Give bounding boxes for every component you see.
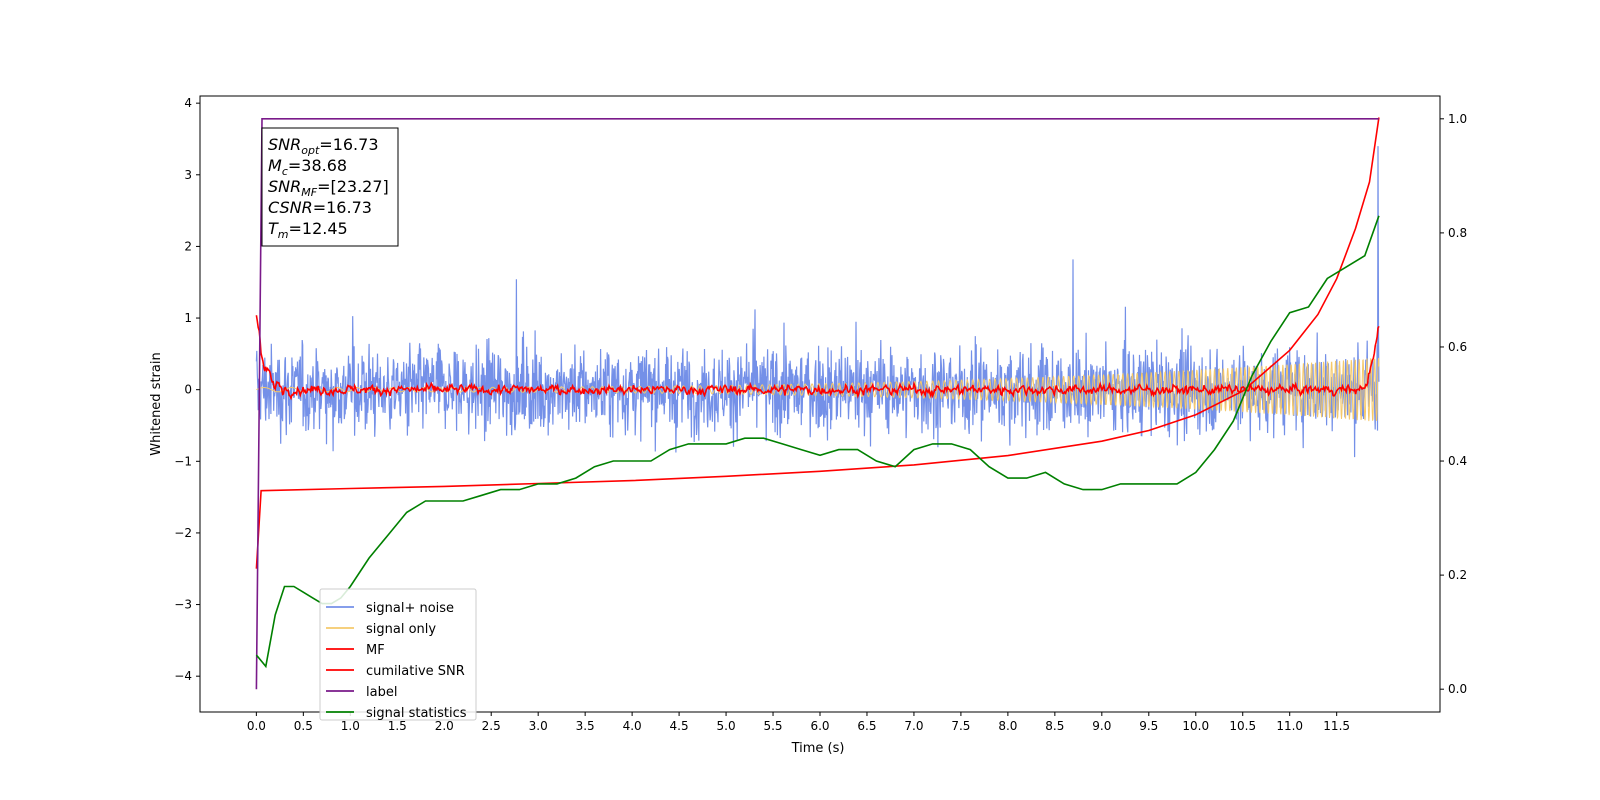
- x-tick-label: 11.0: [1276, 719, 1303, 733]
- legend-entry: MF: [366, 643, 385, 658]
- annotation-line: Mc=38.68: [268, 156, 347, 178]
- x-tick-label: 5.5: [763, 719, 782, 733]
- x-tick-label: 10.5: [1229, 719, 1256, 733]
- x-tick-label: 1.5: [388, 719, 407, 733]
- y2-axis: 1.0 0.8 0.6 0.4 0.2 0.0: [1440, 112, 1467, 696]
- x-tick-label: 3.5: [576, 719, 595, 733]
- x-tick-label: 7.0: [904, 719, 923, 733]
- annotation-subscript: c: [282, 165, 288, 178]
- x-tick-label: 11.5: [1323, 719, 1350, 733]
- x-axis-label: Time (s): [791, 741, 845, 756]
- y2-tick-label: 0.0: [1448, 682, 1467, 696]
- annotation-lines: SNRopt=16.73Mc=38.68SNRMF=[23.27]CSNR=16…: [268, 135, 389, 241]
- x-tick-label: 8.0: [998, 719, 1017, 733]
- y2-tick-label: 0.4: [1448, 454, 1467, 468]
- annotation-line: SNRMF=[23.27]: [268, 177, 389, 199]
- annotation-symbol: CSNR: [268, 198, 313, 217]
- annotation-value: =12.45: [289, 219, 348, 238]
- y-tick-label: 0: [184, 383, 192, 397]
- y-tick-label: −4: [174, 669, 192, 683]
- annotation-subscript: opt: [301, 144, 320, 157]
- annotation-symbol: SNR: [268, 135, 301, 154]
- annotation-value: =16.73: [319, 135, 378, 154]
- series-label: [255, 118, 1379, 690]
- x-tick-label: 6.5: [857, 719, 876, 733]
- x-tick-label: 6.0: [810, 719, 829, 733]
- annotation-symbol: M: [268, 156, 282, 175]
- legend-entry: signal statistics: [366, 706, 467, 721]
- y2-tick-label: 0.6: [1448, 340, 1467, 354]
- y-tick-label: 1: [184, 311, 192, 325]
- y-tick-label: 4: [184, 96, 192, 110]
- x-tick-label: 7.5: [951, 719, 970, 733]
- annotation-value: =[23.27]: [317, 177, 389, 196]
- x-tick-label: 8.5: [1045, 719, 1064, 733]
- x-tick-label: 9.5: [1139, 719, 1158, 733]
- x-tick-label: 0.5: [294, 719, 313, 733]
- annotation-line: SNRopt=16.73: [268, 135, 379, 157]
- annotation-line: Tm=12.45: [268, 219, 348, 241]
- legend: signal+ noise signal only MF cumilative SNR…: [319, 588, 477, 721]
- x-tick-label: 0.0: [247, 719, 266, 733]
- annotation-symbol: SNR: [268, 177, 301, 196]
- annotation-value: =38.68: [288, 156, 347, 175]
- series-signal-noise: [255, 146, 1380, 458]
- y2-tick-label: 1.0: [1448, 112, 1467, 126]
- y-tick-label: 2: [184, 239, 192, 253]
- x-tick-label: 2.5: [482, 719, 501, 733]
- series-cumulative-snr: [255, 117, 1380, 569]
- legend-entry: label: [366, 685, 397, 700]
- x-axis: 0.0 0.5 1.0 1.5 2.0 2.5 3.0 3.5 4.0 4.5 5.0 5.5 6.0 6…: [247, 712, 1350, 733]
- series-mf: [255, 315, 1380, 401]
- y-tick-label: 3: [184, 168, 192, 182]
- legend-entry: signal+ noise: [366, 601, 454, 616]
- series-signal-statistics: [255, 215, 1380, 669]
- x-tick-label: 5.0: [717, 719, 736, 733]
- legend-entry: cumilative SNR: [366, 664, 465, 679]
- legend-frame: [319, 588, 477, 721]
- annotation-frame: [261, 127, 399, 247]
- y-tick-label: −1: [174, 454, 192, 468]
- x-tick-label: 4.5: [670, 719, 689, 733]
- annotation-subscript: m: [278, 228, 289, 241]
- y-tick-label: −3: [174, 598, 192, 612]
- legend-items: signal+ noise signal only MF cumilative SNR…: [326, 601, 467, 721]
- x-tick-label: 4.0: [623, 719, 642, 733]
- series-layer: [255, 117, 1380, 690]
- annotation-value: =16.73: [313, 198, 372, 217]
- x-tick-label: 1.0: [341, 719, 360, 733]
- x-tick-label: 10.0: [1182, 719, 1209, 733]
- y-axis-label: Whitened strain: [149, 352, 164, 455]
- annotation-subscript: MF: [301, 186, 317, 199]
- y-axis: 4 3 2 1 0 −1 −2 −3 −4: [174, 96, 200, 683]
- legend-entry: signal only: [366, 622, 436, 637]
- y2-tick-label: 0.8: [1448, 226, 1467, 240]
- y2-tick-label: 0.2: [1448, 568, 1467, 582]
- x-tick-label: 3.0: [529, 719, 548, 733]
- annotation-line: CSNR=16.73: [268, 198, 372, 217]
- annotation-box: SNRopt=16.73Mc=38.68SNRMF=[23.27]CSNR=16…: [261, 127, 399, 247]
- x-tick-label: 9.0: [1092, 719, 1111, 733]
- y-tick-label: −2: [174, 526, 192, 540]
- annotation-symbol: T: [268, 219, 279, 238]
- x-tick-label: 2.0: [435, 719, 454, 733]
